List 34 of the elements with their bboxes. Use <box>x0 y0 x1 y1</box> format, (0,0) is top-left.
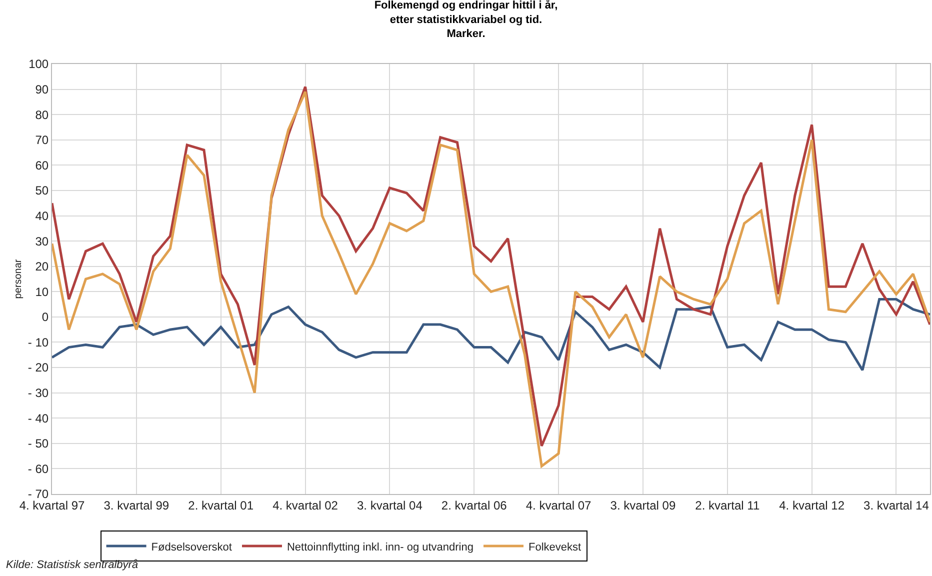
x-tick-label: 4. kvartal 07 <box>526 498 592 512</box>
x-tick-label: 3. kvartal 09 <box>610 498 676 512</box>
y-tick-label: 100 <box>28 57 49 72</box>
y-tick-label: 90 <box>35 82 49 96</box>
line-series <box>52 298 930 372</box>
text: Kilde: Statistisk sentralbyrå <box>6 559 138 571</box>
x-tick-label: 3. kvartal 14 <box>864 498 930 512</box>
y-tick-label: - 40 <box>28 411 49 426</box>
y-tick-label: 20 <box>35 260 49 274</box>
legend-label: Fødselsoverskot <box>151 541 232 554</box>
x-tick-label: 4. kvartal 02 <box>272 498 338 512</box>
y-tick-label: 50 <box>35 184 49 198</box>
y-axis-title: personar <box>12 258 24 299</box>
x-tick-label: 2. kvartal 11 <box>695 498 760 512</box>
y-tick-label: - 10 <box>28 335 49 350</box>
x-tick-label: 4. kvartal 12 <box>779 498 845 512</box>
y-tick-label: 60 <box>35 158 49 172</box>
y-tick-label: - 50 <box>28 436 49 451</box>
x-tick-label: 2. kvartal 01 <box>188 498 254 512</box>
y-tick-label: 0 <box>42 310 49 324</box>
y-tick-label: 40 <box>35 208 49 223</box>
y-tick-label: 10 <box>35 284 49 299</box>
x-tick-label: 3. kvartal 99 <box>104 498 170 512</box>
y-tick-label: - 30 <box>28 386 49 400</box>
legend-label: Folkevekst <box>528 541 582 554</box>
x-tick-label: 3. kvartal 04 <box>357 498 423 512</box>
y-tick-label: - 60 <box>28 462 49 476</box>
chart-title: Folkemengd og endringar hittil i år, etter statistikkvariabel og tid. Marker. <box>374 0 558 40</box>
y-tick-label: 30 <box>35 234 49 248</box>
y-tick-label: 70 <box>35 133 49 148</box>
legend-label: Nettoinnflytting inkl. inn- og utvandring <box>286 541 474 554</box>
x-tick-label: 2. kvartal 06 <box>441 498 508 512</box>
y-tick-label: 80 <box>35 108 49 122</box>
y-tick-label: - 20 <box>28 360 49 375</box>
